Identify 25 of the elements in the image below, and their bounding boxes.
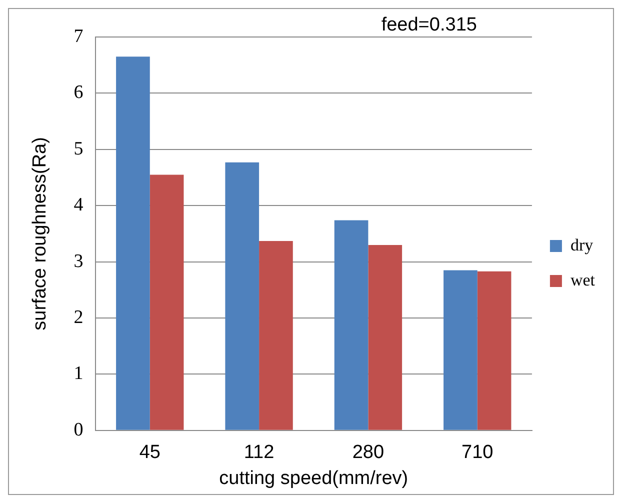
legend-label: wet (570, 270, 596, 290)
y-tick-label: 7 (74, 26, 84, 47)
bar (116, 56, 150, 430)
bar (477, 271, 512, 430)
bar (225, 162, 260, 430)
x-tick-label: 112 (244, 442, 274, 464)
bar (334, 220, 368, 430)
y-tick-label: 1 (74, 363, 84, 384)
bar (150, 174, 184, 430)
bar (368, 244, 402, 430)
y-tick-label: 0 (74, 419, 84, 440)
text: feed=0.315 (381, 14, 477, 36)
y-tick-label: 4 (74, 194, 84, 216)
bar (259, 241, 293, 430)
x-tick-label: 45 (139, 442, 160, 464)
y-axis-title: surface roughness(Ra) (30, 137, 51, 330)
x-tick-label: 280 (352, 442, 384, 464)
y-tick-label: 3 (74, 250, 84, 272)
y-tick-label: 2 (74, 306, 84, 328)
x-axis-title: cutting speed(mm/rev) (219, 468, 408, 489)
y-tick-label: 5 (74, 138, 84, 160)
bar (444, 270, 478, 430)
y-tick-label: 6 (74, 82, 84, 104)
x-tick-label: 710 (462, 442, 494, 464)
legend-label: dry (570, 235, 594, 254)
